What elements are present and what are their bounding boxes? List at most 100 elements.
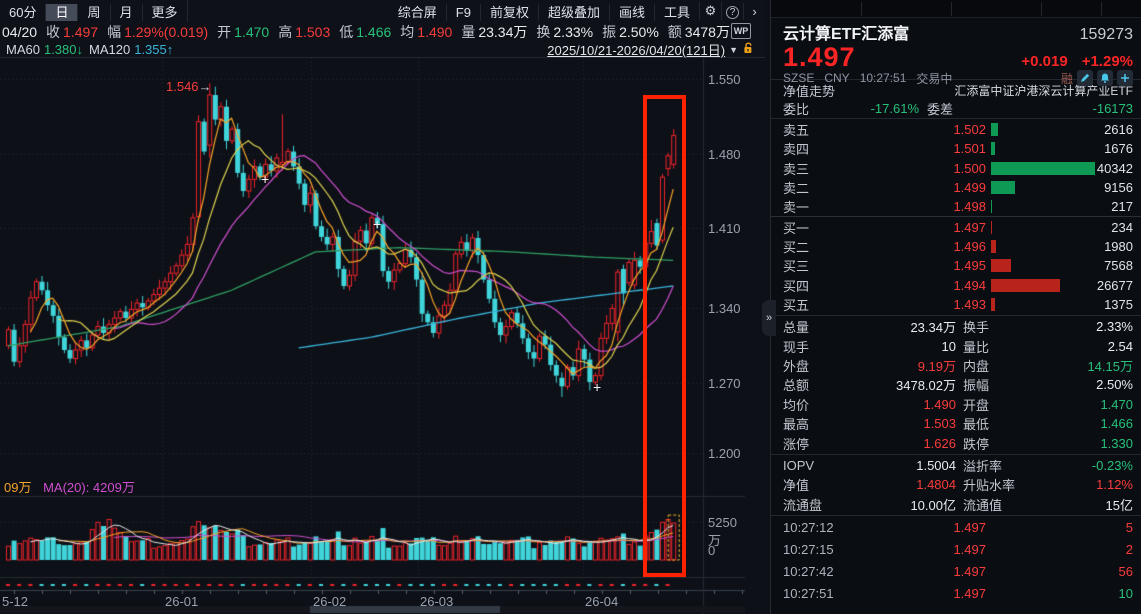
- session-status: 交易中: [916, 71, 953, 86]
- ma120-label: MA120: [89, 42, 131, 57]
- period-tab-更多[interactable]: 更多: [141, 3, 187, 21]
- toolbar-actions: 综合屏 F9 前复权 超级叠加 画线 工具: [389, 2, 699, 21]
- x-axis-label: 26-02: [313, 594, 347, 609]
- weibi-row: 委比 -17.61% 委差 -16173: [771, 99, 1141, 117]
- chart-toolbar: 60分日周月更多 综合屏 F9 前复权 超级叠加 画线 工具 ⚙ ? ›: [0, 0, 765, 22]
- ohlc-field: 高 1.503: [278, 24, 331, 40]
- ma-legend-bar: MA60 1.380↓ MA120 1.355↑ 2025/10/21-2026…: [0, 42, 765, 58]
- ohlc-field: 低 1.466: [339, 24, 392, 40]
- order-book-row-买三[interactable]: 买三 1.495 7568: [783, 258, 1133, 275]
- ohlc-field: 换 2.33%: [536, 24, 594, 40]
- period-tab-日[interactable]: 日: [45, 3, 78, 21]
- add-to-watchlist-icon[interactable]: [1117, 70, 1133, 86]
- stats-grid-2: IOPV 1.5004 溢折率 -0.23% 净值 1.4804 升贴水率 1.12% 流通盘 1…: [771, 456, 1141, 514]
- weicha-value: -16173: [1092, 100, 1133, 116]
- x-axis-label: 5-12: [2, 594, 29, 609]
- ma120-value: 1.355↑: [134, 42, 174, 57]
- stats-grid: 总量 23.34万 换手 2.33% 现手 10 量比 2.54 外盘 9.19万 内盘 14.15万…: [771, 317, 1141, 453]
- period-high-annotation: 1.546→: [166, 79, 212, 94]
- ohlc-field: 振 2.50%: [602, 24, 659, 40]
- order-book-row-卖一[interactable]: 卖一 1.498 217: [783, 199, 1133, 216]
- y-axis-label: 1.200: [708, 446, 741, 461]
- tick-trade-list: 10:27:12 1.497 5 10:27:15 1.497 2 10:27:42 1.49…: [771, 517, 1141, 605]
- ohlc-field: 收 1.497: [46, 24, 99, 40]
- y-axis-label: 1.550: [708, 72, 741, 87]
- y-axis-label: 1.480: [708, 147, 741, 162]
- depth-bar: [991, 278, 1060, 292]
- stat-row-净值: 净值 1.4804 升贴水率 1.12%: [783, 477, 1133, 494]
- x-axis-label: 26-04: [585, 594, 619, 609]
- depth-bar: [991, 259, 1011, 273]
- quote-time: 10:27:51: [859, 71, 907, 85]
- ohlc-field: 开 1.470: [217, 24, 270, 40]
- order-book-row-卖二[interactable]: 卖二 1.499 9156: [783, 180, 1133, 197]
- y-axis-label: 1.270: [708, 376, 741, 391]
- highlight-box-annotation: [643, 95, 686, 577]
- stat-row-总量: 总量 23.34万 换手 2.33%: [783, 319, 1133, 336]
- order-book-row-卖五[interactable]: 卖五 1.502 2616: [783, 122, 1133, 139]
- stock-code: 159273: [1079, 26, 1133, 43]
- volume-ma-legend: 09万 MA(20): 4209万: [4, 477, 135, 496]
- depth-bar: [991, 200, 992, 214]
- toolbar-button-工具[interactable]: 工具: [653, 3, 699, 21]
- order-book-row-买一[interactable]: 买一 1.497 234: [783, 219, 1133, 236]
- chevron-down-icon[interactable]: ▼: [729, 44, 738, 55]
- ohlc-field: 04/20: [2, 24, 38, 40]
- depth-bar: [991, 297, 995, 311]
- toolbar-button-超级叠加[interactable]: 超级叠加: [537, 3, 609, 21]
- toolbar-button-F9[interactable]: F9: [445, 3, 480, 21]
- quote-header: 云计算ETF汇添富 159273 1.497 +0.019 +1.29% SZS…: [771, 18, 1141, 86]
- period-tab-周[interactable]: 周: [77, 3, 110, 21]
- order-book-row-买五[interactable]: 买五 1.493 1375: [783, 296, 1133, 313]
- edit-pencil-icon[interactable]: [1077, 70, 1093, 86]
- help-icon[interactable]: ?: [721, 2, 743, 20]
- stock-name: 云计算ETF汇添富: [783, 26, 910, 43]
- order-book-row-买四[interactable]: 买四 1.494 26677: [783, 277, 1133, 294]
- quote-panel-top-strip: [771, 0, 1141, 18]
- change-absolute: +0.019: [1021, 53, 1068, 70]
- settings-gear-icon[interactable]: ⚙: [699, 2, 721, 20]
- tick-trade-row: 10:27:12 1.497 5: [783, 520, 1133, 536]
- unlock-icon[interactable]: [742, 42, 755, 58]
- date-range-selector[interactable]: 2025/10/21-2026/04/20(121日): [547, 43, 726, 58]
- candlestick-chart-panel: 09万 MA(20): 4209万 1.546→ 1.550 1.480 1.410…: [0, 58, 745, 614]
- order-book-row-卖三[interactable]: 卖三 1.500 40342: [783, 160, 1133, 177]
- period-tab-60分[interactable]: 60分: [9, 4, 37, 20]
- alert-bell-icon[interactable]: [1097, 70, 1113, 86]
- toolbar-button-前复权[interactable]: 前复权: [479, 3, 538, 21]
- toolbar-button-综合屏[interactable]: 综合屏: [397, 4, 437, 20]
- toolbar-more-chevron-icon[interactable]: ›: [743, 2, 765, 20]
- stat-row-均价: 均价 1.490 开盘 1.470: [783, 396, 1133, 413]
- change-percent: +1.29%: [1081, 53, 1133, 70]
- period-tabs: 60分日周月更多: [0, 2, 187, 21]
- depth-bar: [991, 142, 995, 156]
- depth-bar: [991, 220, 992, 234]
- crosshair-marker: +: [373, 216, 382, 232]
- volume-axis-label: 5250万: [708, 515, 737, 548]
- weibi-value: -17.61%: [870, 100, 920, 116]
- candlestick-chart-canvas[interactable]: [0, 58, 745, 614]
- crosshair-marker: +: [593, 379, 602, 395]
- tick-trade-row: 10:27:42 1.497 56: [783, 564, 1133, 580]
- period-tab-月[interactable]: 月: [109, 3, 142, 21]
- y-axis-label: 1.340: [708, 301, 741, 316]
- toolbar-button-画线[interactable]: 画线: [608, 3, 654, 21]
- order-book: 卖五 1.502 2616 卖四 1.501 1676 卖三 1.500 40342 卖二 1.49…: [771, 120, 1141, 314]
- net-value-row[interactable]: 净值走势 汇添富中证沪港深云计算产业ETF: [771, 81, 1141, 99]
- stat-row-最高: 最高 1.503 最低 1.466: [783, 416, 1133, 433]
- x-axis-label: 26-01: [165, 594, 199, 609]
- crosshair-marker: +: [261, 171, 270, 187]
- volume-axis-zero-label: 0: [708, 543, 716, 558]
- panel-collapse-handle[interactable]: »: [762, 300, 776, 336]
- toolbar-spacer: [186, 0, 389, 22]
- margin-flag: 融: [1060, 71, 1073, 86]
- depth-bar: [991, 161, 1095, 175]
- ohlc-field: 量 23.34万: [461, 24, 528, 40]
- ma60-label: MA60: [6, 42, 40, 57]
- order-book-row-卖四[interactable]: 卖四 1.501 1676: [783, 141, 1133, 158]
- order-book-row-买二[interactable]: 买二 1.496 1980: [783, 238, 1133, 255]
- ohlc-readout-bar: 04/20 收 1.497 幅 1.29%(0.019) 开 1.470 高 1.503 低 1.4…: [0, 22, 765, 42]
- ohlc-field: 均 1.490: [400, 24, 453, 40]
- wp-widget-icon[interactable]: WP: [731, 23, 751, 39]
